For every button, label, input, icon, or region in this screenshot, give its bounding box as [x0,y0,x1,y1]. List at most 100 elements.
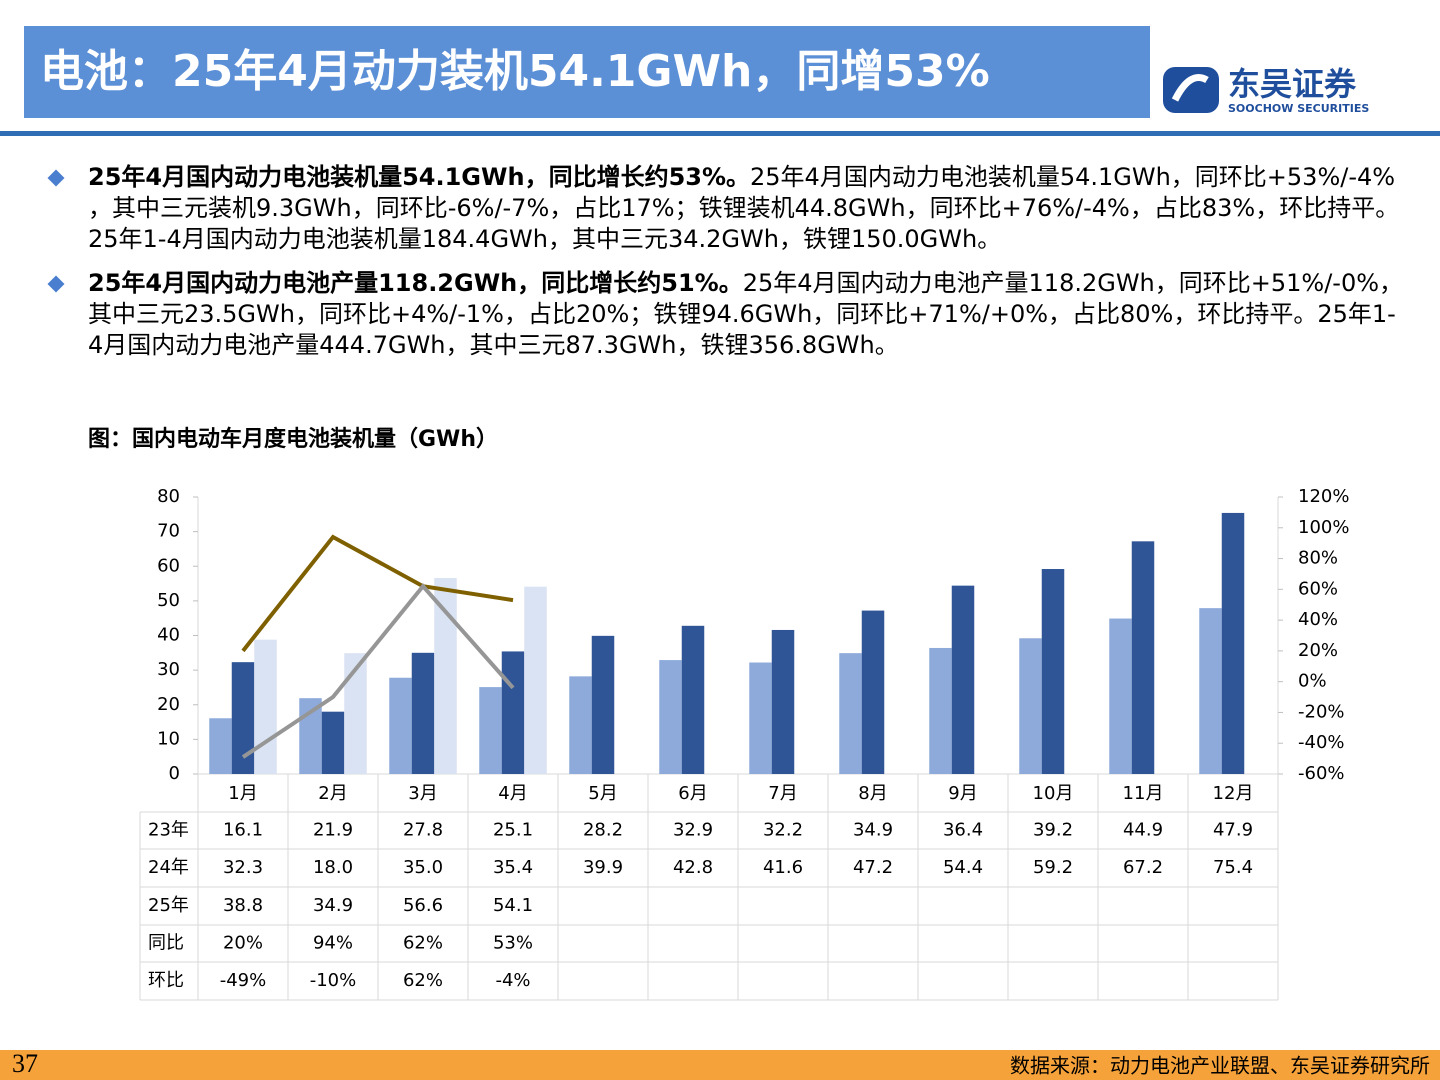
bullet-bold: 25年4月国内动力电池装机量54.1GWh，同比增长约53%。 [88,163,751,191]
table-cell: 62% [403,933,443,954]
logo-swirl [1171,74,1209,102]
bullet-bold: 25年4月国内动力电池产量118.2GWh，同比增长约51%。 [88,269,743,297]
y2-tick-label: 20% [1298,640,1338,661]
table-cell: 75.4 [1213,857,1253,878]
page-number: 37 [12,1049,38,1078]
x-tick-label: 1月 [228,783,257,804]
table-cell: 20% [223,933,263,954]
x-tick-label: 11月 [1123,783,1164,804]
table-cell: 34.9 [313,895,353,916]
bar [411,652,435,774]
table-cell: -4% [495,970,530,991]
bar [659,660,682,774]
y2-tick-label: 100% [1298,517,1349,538]
table-cell: 94% [313,933,353,954]
table-cell: 16.1 [223,820,263,841]
table-cell: 67.2 [1123,857,1163,878]
table-row-label: 环比 [148,970,184,991]
bullet: 25年4月国内动力电池产量118.2GWh，同比增长约51%。25年4月国内动力… [88,268,1408,361]
table-cell: 59.2 [1033,857,1073,878]
table-cell: 21.9 [313,820,353,841]
table-cell: 41.6 [763,857,803,878]
table-cell: 25.1 [493,820,533,841]
bar [501,651,525,774]
y-tick-label: 60 [157,555,180,576]
y2-tick-label: -20% [1298,701,1345,722]
footer-bar [0,1050,1440,1080]
table-cell: 18.0 [313,857,353,878]
table-cell: 32.2 [763,820,803,841]
x-tick-label: 4月 [498,783,527,804]
bar [1199,608,1222,774]
table-cell: 62% [403,970,443,991]
y2-tick-label: 80% [1298,548,1338,569]
x-tick-label: 9月 [948,783,977,804]
y-tick-label: 80 [157,486,180,507]
bar [591,635,615,774]
bar [299,698,322,774]
line [241,534,514,653]
bar [569,676,592,774]
y2-tick-label: -60% [1298,763,1345,784]
bar [839,653,862,774]
table-cell: 54.1 [493,895,533,916]
table-cell: -10% [310,970,357,991]
x-tick-label: 2月 [318,783,347,804]
bar [1109,618,1132,774]
y-tick-label: 10 [157,728,180,749]
bar [344,653,367,774]
table-cell: 28.2 [583,820,623,841]
y2-tick-label: 40% [1298,609,1338,630]
table-cell: 53% [493,933,533,954]
bar [681,625,705,774]
header-rule [0,131,1440,136]
table-cell: 32.9 [673,820,713,841]
bar [524,586,547,774]
table-cell: 27.8 [403,820,443,841]
table-cell: 47.2 [853,857,893,878]
bar [1041,569,1065,774]
x-tick-label: 6月 [678,783,707,804]
table-row-label: 24年 [148,857,189,878]
y-tick-label: 40 [157,625,180,646]
table-row-label: 25年 [148,895,189,916]
table-cell: 34.9 [853,820,893,841]
bar [771,629,795,774]
bar [389,677,412,774]
x-tick-label: 10月 [1033,783,1074,804]
table-cell: 35.4 [493,857,533,878]
logo-en: SOOCHOW SECURITIES [1228,102,1369,115]
table-row-label: 同比 [148,933,184,954]
source: 数据来源：动力电池产业联盟、东吴证券研究所 [1010,1054,1430,1078]
table-cell: 56.6 [403,895,443,916]
bar [1221,512,1245,774]
y-tick-label: 70 [157,521,180,542]
y-tick-label: 0 [169,763,180,784]
table-cell: 54.4 [943,857,983,878]
table-cell: 42.8 [673,857,713,878]
y2-tick-label: -40% [1298,732,1345,753]
bar [861,610,885,774]
table-cell: 39.2 [1033,820,1073,841]
bar [254,639,277,774]
bar [321,711,345,774]
bar [951,585,975,774]
header-title: 电池：25年4月动力装机54.1GWh，同增53% [40,46,990,97]
bar [434,578,457,774]
table-row-label: 23年 [148,820,189,841]
y2-tick-label: 0% [1298,671,1327,692]
logo-cn: 东吴证券 [1228,65,1357,103]
y-tick-label: 50 [157,590,180,611]
bullets: 25年4月国内动力电池装机量54.1GWh，同比增长约53%。 25年4月国内动力… [88,162,1408,374]
y2-tick-label: 120% [1298,486,1349,507]
logo-icon [1163,67,1219,113]
bar [1131,541,1155,774]
table-cell: 38.8 [223,895,263,916]
y-tick-label: 20 [157,694,180,715]
table-cell: 44.9 [1123,820,1163,841]
bullet-text: 25年4月国内动力电池产量118.2GWh，同环比+51%/-0%，其中三元23… [88,269,1404,359]
x-tick-label: 3月 [408,783,437,804]
x-tick-label: 8月 [858,783,887,804]
table-cell: 35.0 [403,857,443,878]
